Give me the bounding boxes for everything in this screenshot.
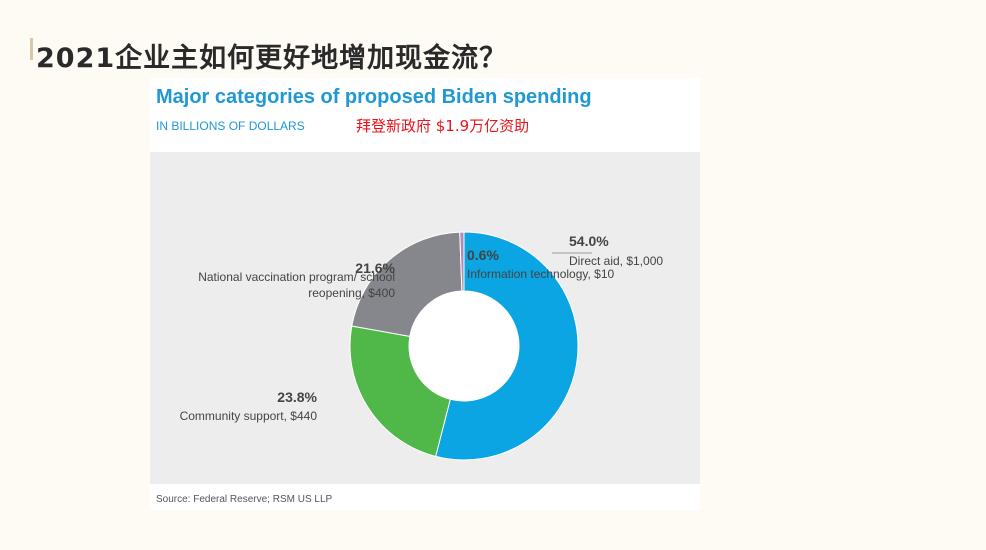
- slice-category-label-2: Community support, $440: [180, 409, 318, 423]
- slice-category-label-3-line-2: reopening, $400: [308, 286, 395, 300]
- slice-labels: 54.0% Direct aid, $1,000 23.8% Community su…: [180, 233, 664, 423]
- slice-category-label-3-line-1: National vaccination program/ school: [198, 270, 395, 284]
- slice-percent-label-3: 21.6%: [355, 260, 395, 276]
- slice-category-label-4: Information technology, $10: [467, 267, 615, 281]
- slice-category-label-1: Direct aid, $1,000: [569, 254, 663, 268]
- donut-chart: 54.0% Direct aid, $1,000 23.8% Community su…: [180, 231, 664, 461]
- chart-title: Major categories of proposed Biden spend…: [156, 86, 592, 108]
- chart-annotation: 拜登新政府 $1.9万亿资助: [356, 117, 530, 135]
- chart-source: Source: Federal Reserve; RSM US LLP: [156, 494, 333, 505]
- slice-percent-label-2: 23.8%: [277, 389, 317, 405]
- slice-percent-label-1: 54.0%: [569, 233, 609, 249]
- title-accent-bar: [30, 38, 33, 60]
- donut-hole: [409, 291, 519, 401]
- slice-percent-label-4: 0.6%: [467, 247, 499, 263]
- chart-area: 54.0% Direct aid, $1,000 23.8% Community su…: [150, 152, 700, 484]
- donut-slices: [349, 231, 579, 461]
- chart-panel: Major categories of proposed Biden spend…: [150, 78, 700, 510]
- slide-title: 2021企业主如何更好地增加现金流？: [36, 43, 508, 74]
- chart-subtitle: IN BILLIONS OF DOLLARS: [156, 119, 305, 133]
- leader-lines: [462, 252, 592, 286]
